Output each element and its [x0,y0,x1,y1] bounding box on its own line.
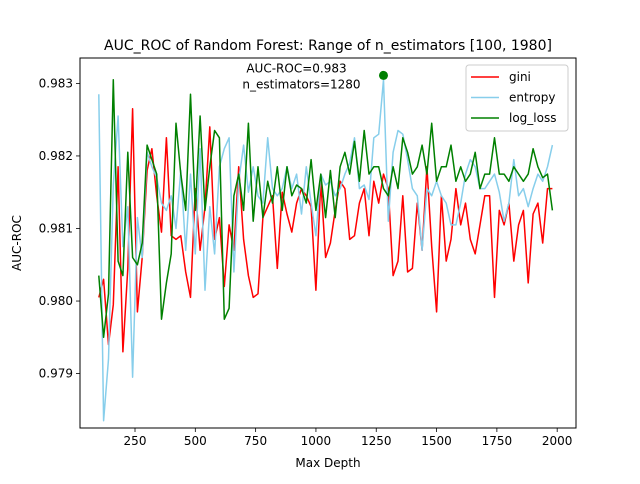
y-axis-label: AUC-ROC [10,215,24,271]
legend-label-log_loss: log_loss [509,111,556,125]
x-tick-label: 2000 [542,434,573,448]
plot-frame [79,57,577,429]
lines-layer [98,79,554,422]
y-tick-label: 0.979 [39,367,73,381]
y-tick-label: 0.980 [39,294,73,308]
x-tick-label: 500 [184,434,207,448]
series-line-entropy [98,79,554,422]
x-tick-label: 1250 [361,434,392,448]
y-tick-label: 0.982 [39,149,73,163]
x-axis: 250 500 750 1000 1250 1500 1750 2000 [124,428,573,448]
x-tick-label: 750 [244,434,267,448]
legend: gini entropy log_loss [465,64,569,132]
legend-label-gini: gini [509,70,531,84]
legend-frame [465,64,569,132]
y-axis: 0.979 0.980 0.981 0.982 0.983 [39,76,80,381]
y-tick-label: 0.983 [39,76,73,90]
chart-title: AUC_ROC of Random Forest: Range of n_est… [104,38,552,54]
x-tick-label: 250 [124,434,147,448]
x-tick-label: 1000 [301,434,332,448]
x-tick-label: 1750 [482,434,513,448]
series-line-gini [98,108,553,353]
max-annotation-point [378,70,388,80]
legend-label-entropy: entropy [509,91,555,105]
x-tick-label: 1500 [421,434,452,448]
x-axis-label: Max Depth [295,456,360,470]
y-tick-label: 0.981 [39,221,73,235]
annotation-text-line1: AUC-ROC=0.983 [246,61,346,75]
annotation-text-line2: n_estimators=1280 [242,77,360,91]
series-line-log_loss [98,79,554,339]
